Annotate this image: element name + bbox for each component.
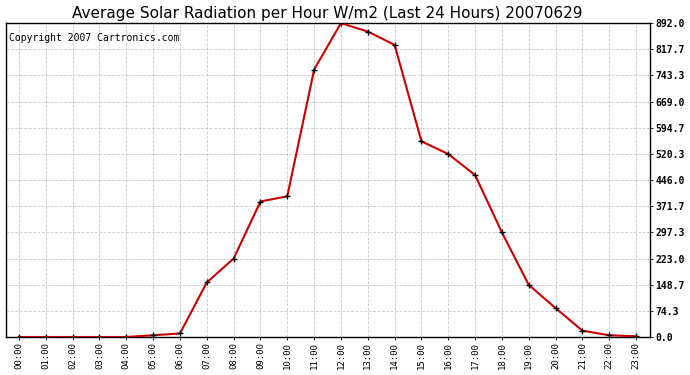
Title: Average Solar Radiation per Hour W/m2 (Last 24 Hours) 20070629: Average Solar Radiation per Hour W/m2 (L… [72,6,583,21]
Text: Copyright 2007 Cartronics.com: Copyright 2007 Cartronics.com [9,33,179,42]
